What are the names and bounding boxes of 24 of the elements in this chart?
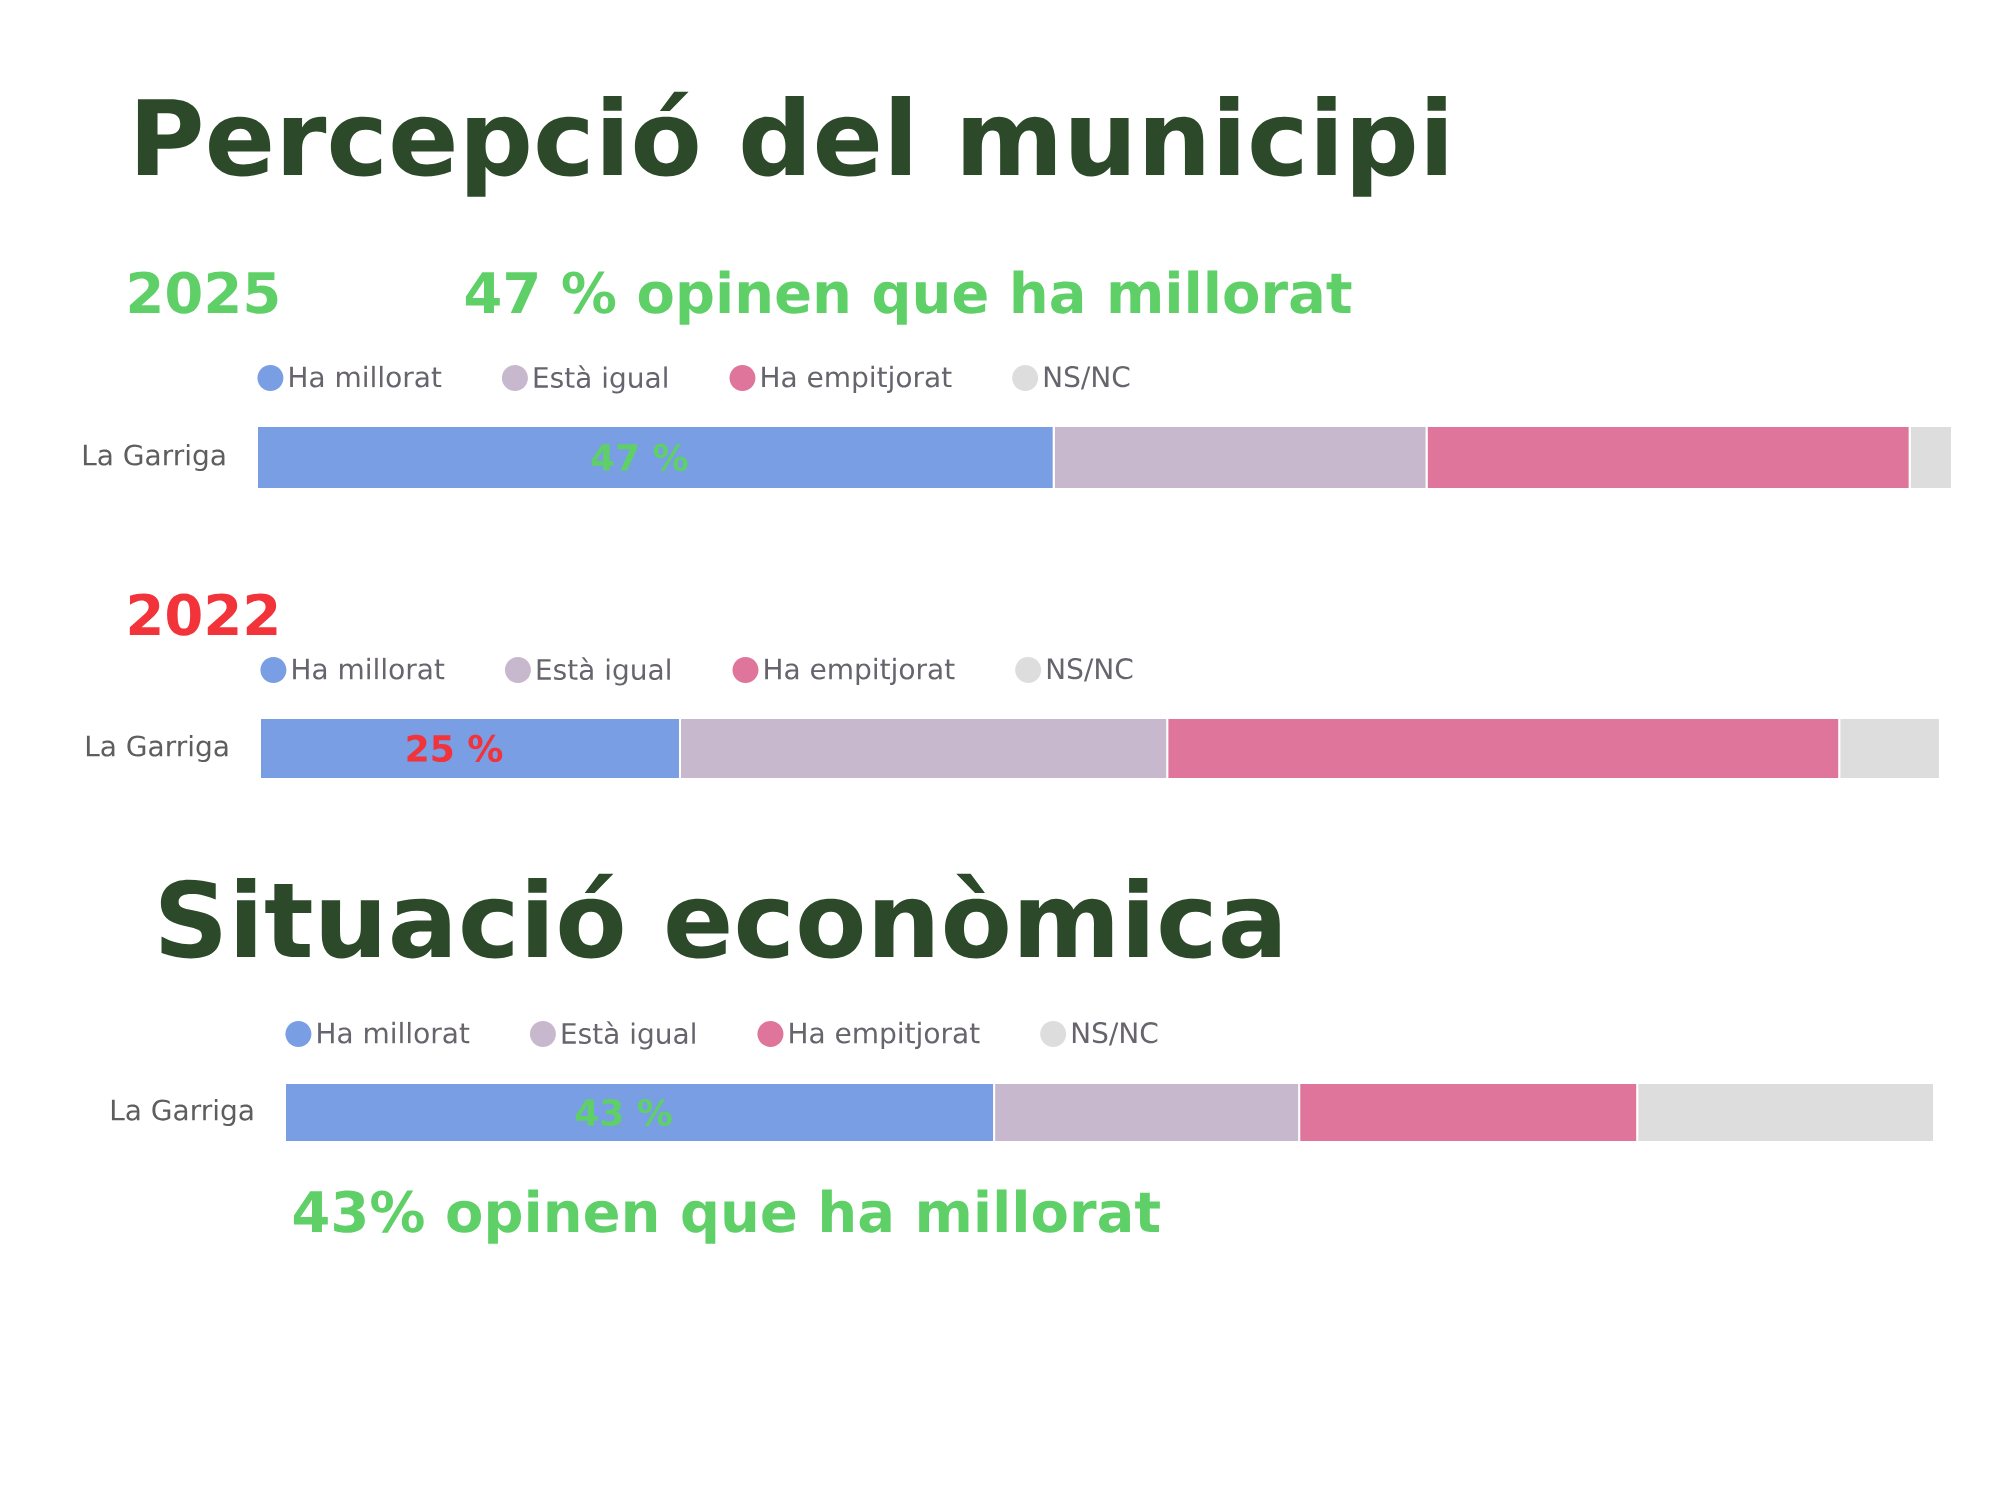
y-tick-label: La Garriga — [86, 734, 228, 763]
data-label: 47 % — [591, 443, 688, 472]
legend-label: Ha empitjorat — [762, 365, 952, 393]
legend-label: Ha empitjorat — [790, 1021, 980, 1049]
chart-title: Percepció del municipi — [137, 91, 1446, 197]
legend-label: Ha millorat — [290, 365, 442, 388]
y-tick-label: La Garriga — [83, 443, 225, 472]
data-label: 43 % — [575, 1098, 672, 1127]
legend-label: Ha millorat — [293, 657, 445, 680]
chart-subtitle: 2025 — [129, 271, 278, 314]
legend-label: NS/NC — [1072, 1022, 1158, 1046]
legend-label: NS/NC — [1047, 658, 1133, 682]
data-label: 25 % — [407, 734, 503, 763]
legend-label: Ha millorat — [318, 1021, 470, 1044]
chart-subtitle: 2022 — [129, 593, 277, 636]
legend-label: NS/NC — [1044, 366, 1130, 390]
legend-label: Està igual — [534, 365, 667, 394]
annotation: 43% opinen que ha millorat — [293, 1189, 1160, 1244]
legend-label: Està igual — [537, 657, 670, 686]
chart-title: Situació econòmica — [160, 873, 1280, 959]
y-tick-label: La Garriga — [111, 1098, 253, 1127]
text: 47 % opinen que ha millorat — [465, 270, 1352, 325]
legend-label: Està igual — [562, 1021, 695, 1050]
legend-label: Ha empitjorat — [765, 657, 955, 685]
